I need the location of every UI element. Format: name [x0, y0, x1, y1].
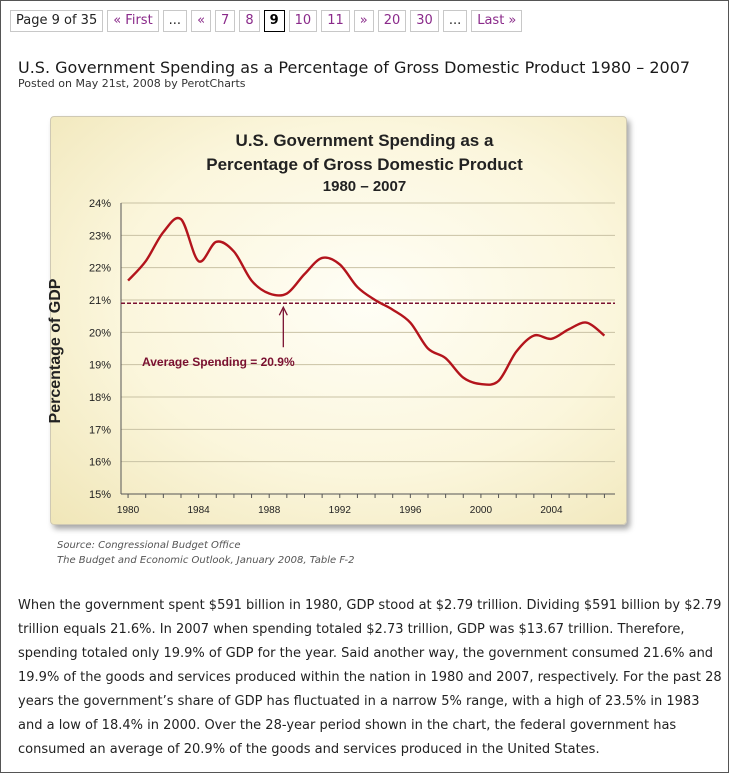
page-link-30[interactable]: 30: [410, 10, 439, 32]
chart-title-line-3: 1980 – 2007: [322, 178, 407, 195]
chart-title-line-1: U.S. Government Spending as a: [235, 131, 494, 150]
y-tick-label: 18%: [89, 392, 111, 404]
y-tick-label: 16%: [89, 457, 111, 469]
article-body: When the government spent $591 billion i…: [18, 598, 722, 757]
chart-source: Source: Congressional Budget Office The …: [57, 538, 355, 568]
pagination: Page 9 of 35 « First ... « 7 8 9 10 11 »…: [10, 10, 523, 32]
x-tick-label: 2004: [540, 505, 563, 516]
page-link-10[interactable]: 10: [288, 10, 318, 32]
chart-title-line-2: Percentage of Gross Domestic Product: [206, 155, 523, 174]
pagination-ellipsis-2: ...: [442, 10, 468, 32]
next-page-link[interactable]: »: [353, 10, 374, 32]
page-link-20[interactable]: 20: [377, 10, 407, 32]
previous-page-link[interactable]: «: [191, 10, 212, 32]
source-line-2: The Budget and Economic Outlook, January…: [57, 555, 355, 566]
page-link-8[interactable]: 8: [239, 10, 260, 32]
y-tick-label: 21%: [89, 295, 111, 307]
current-page: 9: [263, 10, 285, 32]
page-info: Page 9 of 35: [10, 10, 104, 32]
average-label: Average Spending = 20.9%: [142, 355, 295, 369]
post-title[interactable]: U.S. Government Spending as a Percentage…: [18, 58, 691, 77]
y-tick-label: 24%: [89, 198, 111, 210]
y-tick-label: 17%: [89, 424, 111, 436]
spending-series-line: [127, 216, 606, 386]
first-page-link[interactable]: « First: [107, 10, 159, 32]
x-tick-label: 1980: [117, 505, 140, 516]
y-tick-label: 15%: [89, 489, 111, 501]
y-tick-label: 20%: [89, 327, 111, 339]
x-tick-label: 1988: [258, 505, 281, 516]
x-tick-label: 2000: [470, 505, 493, 516]
y-tick-label: 22%: [89, 263, 111, 275]
x-tick-label: 1996: [399, 505, 422, 516]
average-arrow-head: [278, 305, 288, 316]
page-link-7[interactable]: 7: [215, 10, 236, 32]
page-link-11[interactable]: 11: [321, 10, 350, 32]
y-tick-label: 23%: [89, 230, 111, 242]
source-line-1: Source: Congressional Budget Office: [57, 540, 241, 551]
post-meta: Posted on May 21st, 2008 by PerotCharts: [18, 77, 246, 90]
last-page-link[interactable]: Last »: [471, 10, 523, 32]
chart-panel: [50, 116, 627, 525]
pagination-ellipsis: ...: [162, 10, 188, 32]
x-tick-label: 1992: [329, 505, 352, 516]
x-tick-label: 1984: [188, 505, 211, 516]
y-tick-label: 19%: [89, 360, 111, 372]
